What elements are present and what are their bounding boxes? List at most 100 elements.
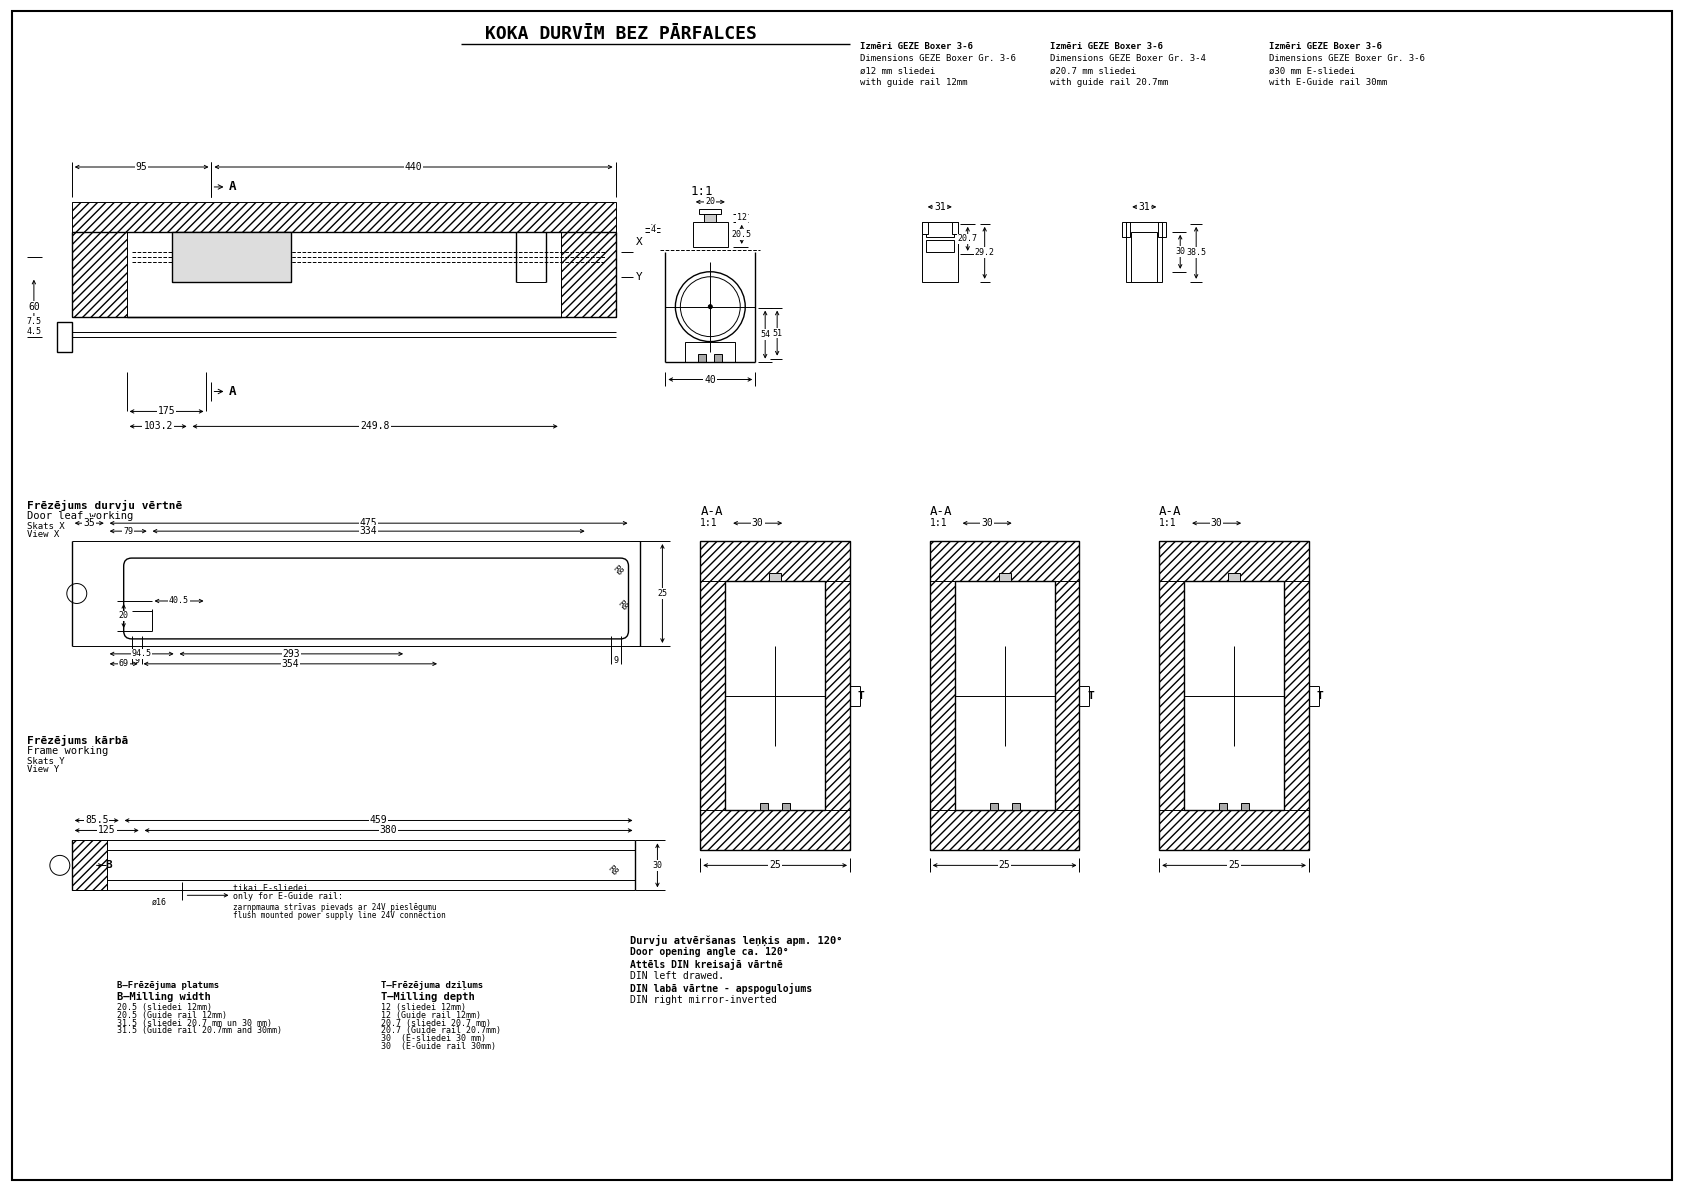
Text: DIN right mirror-inverted: DIN right mirror-inverted xyxy=(630,994,778,1005)
Text: 29.2: 29.2 xyxy=(975,248,995,257)
Bar xyxy=(1219,803,1228,811)
Text: 38.5: 38.5 xyxy=(1186,248,1206,257)
Text: 1:1: 1:1 xyxy=(1159,518,1177,528)
Bar xyxy=(1054,581,1079,811)
Bar xyxy=(1283,581,1308,811)
Text: T: T xyxy=(1317,691,1324,700)
Text: R8: R8 xyxy=(616,599,628,612)
Text: 95: 95 xyxy=(136,162,148,172)
Bar xyxy=(990,803,997,811)
Text: DIN left drawed.: DIN left drawed. xyxy=(630,971,724,981)
Bar xyxy=(921,222,928,233)
Bar xyxy=(701,811,850,850)
Bar xyxy=(951,222,958,233)
Text: 20: 20 xyxy=(118,611,128,621)
Text: 69: 69 xyxy=(118,660,128,668)
Text: 94.5: 94.5 xyxy=(131,649,152,659)
Bar xyxy=(1132,232,1157,282)
Text: 9: 9 xyxy=(613,656,618,666)
Bar xyxy=(172,232,291,282)
Bar xyxy=(701,581,726,811)
Text: Dimensions GEZE Boxer Gr. 3-6: Dimensions GEZE Boxer Gr. 3-6 xyxy=(1270,55,1425,63)
Text: DIN labā vārtne - apspogulojums: DIN labā vārtne - apspogulojums xyxy=(630,983,813,993)
Bar xyxy=(759,803,768,811)
Bar xyxy=(172,232,291,282)
Text: 20.7 (Guide rail 20.7mm): 20.7 (Guide rail 20.7mm) xyxy=(381,1027,502,1035)
Text: 30: 30 xyxy=(1175,248,1186,256)
Text: 4: 4 xyxy=(652,225,657,235)
Bar xyxy=(955,581,1054,811)
Text: 60: 60 xyxy=(29,301,40,312)
Text: 25: 25 xyxy=(999,860,1010,871)
Circle shape xyxy=(968,659,1041,732)
Text: 1:1: 1:1 xyxy=(930,518,948,528)
Circle shape xyxy=(738,659,812,732)
Text: flush mounted power supply line 24V connection: flush mounted power supply line 24V conn… xyxy=(234,911,446,919)
Bar xyxy=(999,573,1010,581)
Bar xyxy=(930,811,1079,850)
Text: Izmēri GEZE Boxer 3-6: Izmēri GEZE Boxer 3-6 xyxy=(1270,43,1383,51)
Text: Dimensions GEZE Boxer Gr. 3-4: Dimensions GEZE Boxer Gr. 3-4 xyxy=(1049,55,1206,63)
Text: Door leaf working: Door leaf working xyxy=(27,511,133,522)
Text: Frame working: Frame working xyxy=(27,746,108,755)
Text: 25: 25 xyxy=(657,590,667,598)
Text: Izmēri GEZE Boxer 3-6: Izmēri GEZE Boxer 3-6 xyxy=(1049,43,1162,51)
Bar xyxy=(1127,222,1162,282)
Bar xyxy=(1159,541,1308,581)
Text: Y: Y xyxy=(635,272,642,282)
Bar xyxy=(72,202,616,232)
Bar xyxy=(1159,541,1308,850)
Text: ø16: ø16 xyxy=(152,898,167,906)
Text: 30  (E-sliedei 30 mm): 30 (E-sliedei 30 mm) xyxy=(381,1035,487,1043)
Text: 40.5: 40.5 xyxy=(168,597,189,605)
Text: 20.7: 20.7 xyxy=(958,235,978,243)
Bar xyxy=(1184,581,1283,811)
Circle shape xyxy=(1197,659,1271,732)
Text: 85.5: 85.5 xyxy=(84,816,108,825)
Text: 475: 475 xyxy=(360,518,377,528)
Bar xyxy=(770,573,781,581)
Text: B–Frēzējuma platums: B–Frēzējuma platums xyxy=(116,980,219,990)
Bar xyxy=(72,841,106,891)
Circle shape xyxy=(963,654,1046,737)
Circle shape xyxy=(675,272,746,342)
Bar xyxy=(57,322,72,351)
Text: 35: 35 xyxy=(84,518,94,528)
Text: 20: 20 xyxy=(706,198,716,206)
Bar xyxy=(704,214,716,222)
Text: 1:1: 1:1 xyxy=(701,518,717,528)
Bar xyxy=(726,581,825,811)
FancyBboxPatch shape xyxy=(123,559,628,638)
Text: ø20.7 mm sliedei: ø20.7 mm sliedei xyxy=(1049,67,1135,75)
Bar xyxy=(926,239,953,251)
Bar xyxy=(930,581,955,811)
Text: B: B xyxy=(106,860,113,871)
Bar xyxy=(1159,581,1184,811)
Bar xyxy=(921,222,958,282)
Bar xyxy=(1159,811,1308,850)
Bar xyxy=(692,222,727,247)
Text: 30: 30 xyxy=(982,518,994,528)
Text: Door opening angle ca. 120°: Door opening angle ca. 120° xyxy=(630,947,790,958)
Bar xyxy=(1159,222,1167,237)
Text: A: A xyxy=(229,181,236,193)
Text: 31.5 (sliedei 20.7 mm un 30 mm): 31.5 (sliedei 20.7 mm un 30 mm) xyxy=(116,1018,271,1028)
Circle shape xyxy=(733,654,817,737)
Text: A-A: A-A xyxy=(930,505,951,518)
Text: 30  (E-Guide rail 30mm): 30 (E-Guide rail 30mm) xyxy=(381,1042,497,1052)
Text: 1:1: 1:1 xyxy=(690,186,712,199)
Text: 31.5 (Guide rail 20.7mm and 30mm): 31.5 (Guide rail 20.7mm and 30mm) xyxy=(116,1027,281,1035)
Text: B–Milling width: B–Milling width xyxy=(116,992,210,1002)
Bar xyxy=(685,342,736,362)
Text: Durvju atvēršanas leņķis apm. 120°: Durvju atvēršanas leņķis apm. 120° xyxy=(630,935,844,946)
Text: zarņpmauma strīvas pievads ar 24V pieslēgumu: zarņpmauma strīvas pievads ar 24V pieslē… xyxy=(234,903,436,912)
Text: 459: 459 xyxy=(370,816,387,825)
Text: View Y: View Y xyxy=(27,765,59,774)
Bar xyxy=(72,232,126,317)
Text: T: T xyxy=(857,691,864,700)
Text: Attēls DIN kreisajā vārtnē: Attēls DIN kreisajā vārtnē xyxy=(630,959,783,969)
Text: T: T xyxy=(1088,691,1095,700)
Text: T–Milling depth: T–Milling depth xyxy=(381,992,475,1002)
Text: 293: 293 xyxy=(283,649,300,659)
Text: 30: 30 xyxy=(1211,518,1223,528)
